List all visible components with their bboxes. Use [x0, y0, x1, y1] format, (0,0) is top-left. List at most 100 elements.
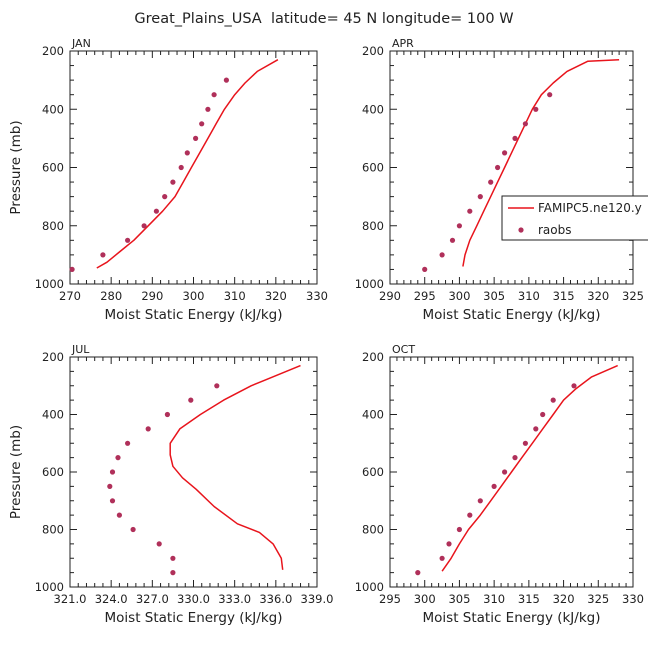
chart-3-obs-point — [522, 440, 529, 446]
chart-1-ytick-label: 800 — [362, 219, 384, 233]
chart-0-ylabel: Pressure (mb) — [8, 120, 24, 214]
chart-0-obs-point — [205, 106, 211, 112]
chart-2-ytick-label: 800 — [42, 523, 64, 537]
chart-0-xtick-label: 270 — [59, 289, 81, 303]
chart-0-ytick-label: 800 — [42, 219, 64, 233]
chart-0-ytick-label: 600 — [42, 161, 64, 175]
chart-2-obs-point — [125, 440, 131, 446]
chart-2-obs-point — [115, 455, 121, 461]
chart-3-ytick-label: 1000 — [355, 580, 384, 594]
chart-0-ytick-label: 400 — [42, 102, 64, 116]
chart-0-xtick-label: 320 — [265, 289, 287, 303]
chart-1-obs-point — [467, 208, 473, 214]
chart-1-xlabel: Moist Static Energy (kJ/kg) — [423, 307, 601, 323]
chart-2-ylabel: Pressure (mb) — [8, 425, 24, 519]
chart-1-xtick-label: 315 — [553, 289, 575, 303]
chart-3-obs-point — [502, 469, 508, 475]
chart-2-obs-point — [156, 541, 162, 547]
chart-1-ytick-label: 1000 — [355, 277, 384, 291]
chart-0-xtick-label: 280 — [100, 289, 122, 303]
chart-2-obs-point — [170, 570, 176, 576]
chart-2-xtick-label: 327.0 — [136, 592, 169, 606]
chart-2-obs-point — [116, 512, 122, 518]
chart-0-frame — [69, 50, 318, 285]
chart-2-xtick-label: 321.0 — [54, 592, 87, 606]
chart-2-xtick-label: 324.0 — [95, 592, 128, 606]
chart-1-obs-point — [488, 179, 494, 185]
chart-2-obs-point — [109, 498, 116, 504]
chart-0-obs-point — [184, 150, 190, 156]
chart-2-ytick-label: 400 — [42, 408, 64, 422]
chart-0-xtick-label: 310 — [224, 289, 246, 303]
chart-0-obs-point — [223, 77, 229, 83]
chart-3-obs-point — [446, 541, 452, 547]
chart-0-xtick-label: 300 — [183, 289, 205, 303]
chart-0-obs-point — [125, 237, 131, 243]
chart-0-obs-point — [141, 223, 147, 229]
chart-3-obs-point — [467, 512, 473, 518]
chart-1-obs-point — [477, 194, 483, 200]
chart-1-ytick-label: 400 — [362, 102, 384, 116]
chart-0-xtick-label: 330 — [306, 289, 328, 303]
chart-3-xtick-label: 295 — [379, 592, 401, 606]
chart-2-xlabel: Moist Static Energy (kJ/kg) — [105, 610, 283, 626]
chart-3-obs-point — [415, 570, 421, 576]
chart-0-xlabel: Moist Static Energy (kJ/kg) — [105, 307, 283, 323]
chart-2-xtick-label: 330.0 — [177, 592, 210, 606]
legend-obs-label: raobs — [538, 223, 572, 237]
chart-0-obs-point — [100, 252, 106, 258]
chart-0-obs-point — [162, 194, 168, 200]
chart-3-obs-point — [439, 555, 445, 561]
chart-1-obs-point — [512, 135, 518, 141]
chart-2-ytick-label: 200 — [42, 350, 64, 364]
chart-0-panel-label: JAN — [71, 37, 91, 50]
chart-3-obs-point — [512, 455, 518, 461]
chart-2-ytick-label: 600 — [42, 465, 64, 479]
chart-3-obs-point — [491, 483, 497, 489]
chart-3-xtick-label: 315 — [518, 592, 540, 606]
chart-3-obs-point — [571, 383, 577, 389]
chart-0-obs-point — [178, 164, 184, 171]
chart-1-obs-point — [502, 150, 508, 156]
chart-3-ytick-label: 600 — [362, 465, 384, 479]
chart-2-panel-label: JUL — [71, 343, 90, 356]
chart-3-obs-point — [540, 411, 546, 418]
chart-3-ytick-label: 400 — [362, 408, 384, 422]
chart-0-ytick-label: 200 — [42, 44, 64, 58]
chart-0-model-line — [96, 59, 279, 269]
chart-3-ytick-label: 800 — [362, 523, 384, 537]
chart-2-obs-point — [188, 397, 194, 403]
chart-2-obs-point — [164, 411, 170, 418]
chart-2-xtick-label: 336.0 — [259, 592, 292, 606]
chart-3-xtick-label: 320 — [553, 592, 575, 606]
chart-2-ytick-label: 1000 — [35, 580, 64, 594]
chart-1-obs-point — [533, 106, 539, 112]
chart-1-xtick-label: 310 — [518, 289, 540, 303]
chart-2-obs-point — [145, 426, 151, 432]
chart-1-model-line — [462, 58, 620, 267]
chart-1: 290 295 300 305 310 315 320 325 200 400 600 800 1000… — [355, 37, 644, 323]
legend-model-label: FAMIPC5.ne120.y — [538, 201, 642, 215]
chart-3-panel-label: OCT — [392, 343, 415, 356]
figure-title: Great_Plains_USA latitude= 45 N longitud… — [134, 11, 513, 27]
chart-3-xtick-label: 325 — [587, 592, 609, 606]
chart-3: 295 300 305 310 315 320 325 330 200 400 600 800 1000… — [355, 343, 644, 626]
chart-1-xtick-label: 320 — [587, 289, 609, 303]
chart-3-xtick-label: 330 — [622, 592, 644, 606]
chart-0-ytick-label: 1000 — [35, 277, 64, 291]
panels: 270 280 290 300 310 320 330 200 400 600 800 1000 JAN… — [8, 37, 644, 626]
chart-1-ytick-label: 600 — [362, 161, 384, 175]
chart-1-obs-point — [495, 164, 501, 171]
chart-1-obs-point — [439, 252, 445, 258]
chart-1-xtick-label: 290 — [379, 289, 401, 303]
chart-3-xtick-label: 300 — [414, 592, 436, 606]
chart-0-obs-point — [170, 179, 176, 185]
chart-2-obs-point — [214, 383, 220, 389]
chart-1-xtick-label: 305 — [483, 289, 505, 303]
chart-2-frame — [69, 356, 318, 588]
chart-1-obs-point — [449, 237, 456, 243]
chart-3-xtick-label: 310 — [483, 592, 505, 606]
chart-0: 270 280 290 300 310 320 330 200 400 600 800 1000 JAN… — [8, 37, 328, 323]
chart-1-ytick-label: 200 — [362, 44, 384, 58]
